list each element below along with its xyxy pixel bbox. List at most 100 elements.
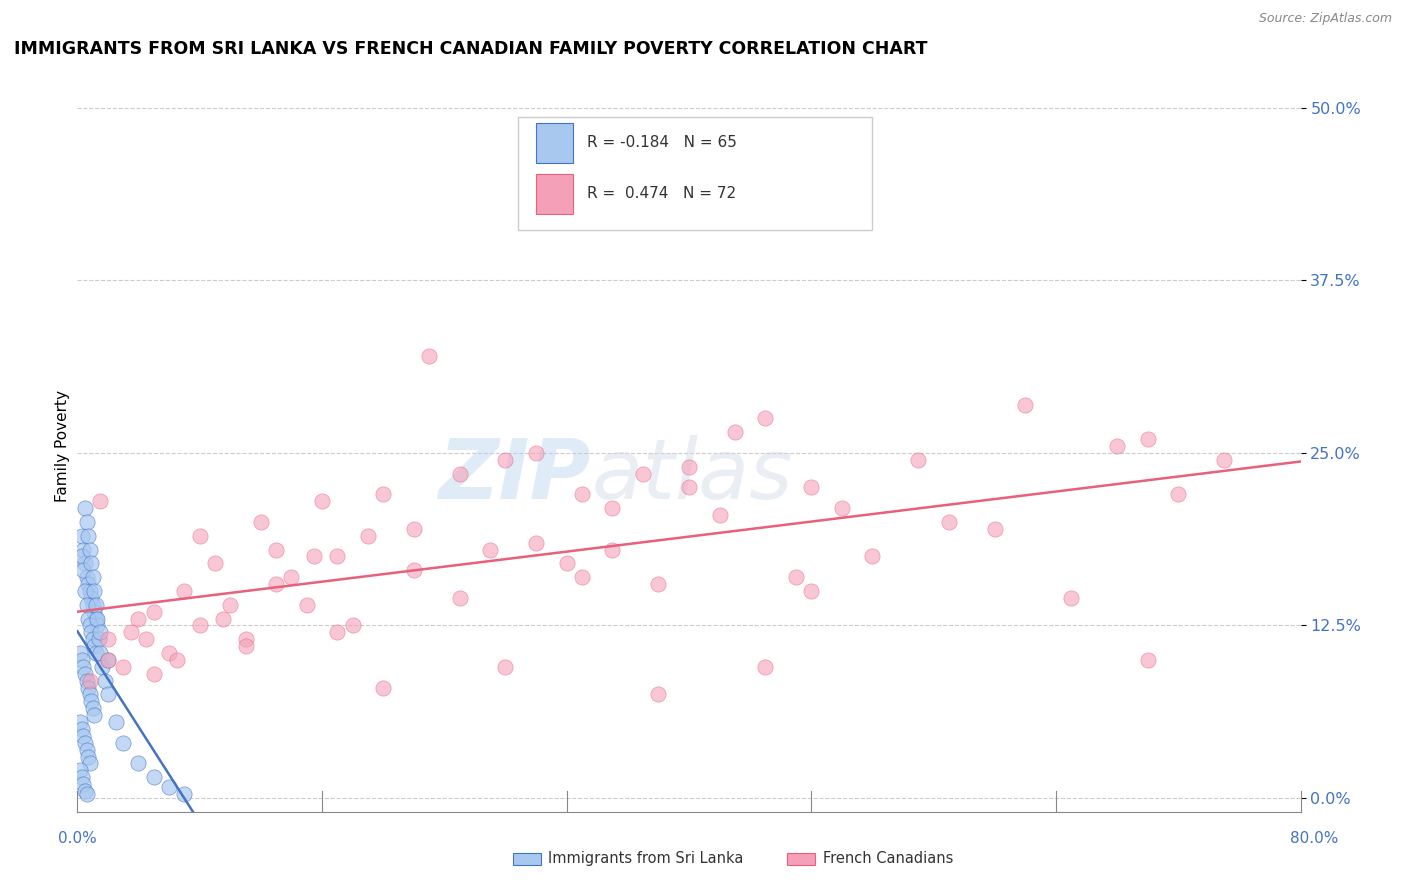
Point [357, 529, 380, 543]
Point [90, 660, 112, 674]
Point [83, 708, 105, 723]
Point [80, 591, 103, 605]
Point [495, 452, 517, 467]
Point [984, 522, 1007, 536]
Point [1167, 487, 1189, 501]
Point [80, 625, 103, 640]
Point [250, 515, 273, 529]
Text: IMMIGRANTS FROM SRI LANKA VS FRENCH CANADIAN FAMILY POVERTY CORRELATION CHART: IMMIGRANTS FROM SRI LANKA VS FRENCH CANA… [14, 40, 928, 58]
Point [72, 563, 94, 577]
Point [204, 557, 226, 571]
FancyBboxPatch shape [536, 123, 572, 163]
Point [371, 681, 394, 695]
Point [264, 542, 287, 557]
Point [631, 467, 654, 481]
Point [173, 583, 195, 598]
Point [800, 480, 823, 494]
Point [79, 542, 101, 557]
Point [524, 446, 547, 460]
Point [72, 542, 94, 557]
Point [142, 770, 165, 784]
Point [678, 480, 700, 494]
Point [157, 646, 180, 660]
Point [142, 666, 165, 681]
Point [709, 508, 731, 522]
Point [678, 459, 700, 474]
Point [73, 736, 96, 750]
Point [342, 618, 364, 632]
Point [79, 687, 101, 701]
Point [280, 570, 302, 584]
Point [800, 583, 823, 598]
Point [571, 487, 593, 501]
Point [79, 756, 101, 771]
Point [112, 736, 135, 750]
Point [89, 494, 111, 508]
Point [70, 529, 93, 543]
Point [89, 646, 111, 660]
Point [73, 501, 96, 516]
Point [1136, 432, 1159, 446]
Point [402, 563, 425, 577]
Point [647, 577, 669, 591]
Point [69, 764, 91, 778]
Point [73, 666, 96, 681]
Point [73, 557, 96, 571]
Point [80, 694, 103, 708]
Text: R =  0.474   N = 72: R = 0.474 N = 72 [588, 186, 737, 202]
Point [77, 681, 100, 695]
Point [142, 605, 165, 619]
Point [76, 598, 98, 612]
Point [70, 722, 93, 736]
Point [120, 625, 142, 640]
Text: Immigrants from Sri Lanka: Immigrants from Sri Lanka [548, 852, 744, 866]
Point [495, 660, 517, 674]
Point [86, 618, 108, 632]
Point [79, 583, 101, 598]
Text: 0.0%: 0.0% [58, 831, 97, 846]
Point [77, 611, 100, 625]
Point [402, 522, 425, 536]
Point [311, 494, 333, 508]
Point [104, 714, 127, 729]
Point [79, 618, 101, 632]
Point [188, 618, 211, 632]
Point [97, 632, 120, 647]
Point [72, 777, 94, 791]
Point [82, 701, 104, 715]
Point [555, 557, 578, 571]
Point [724, 425, 747, 440]
Point [80, 557, 103, 571]
Point [84, 646, 107, 660]
Point [647, 687, 669, 701]
Point [82, 598, 104, 612]
Point [1213, 452, 1236, 467]
Text: French Canadians: French Canadians [823, 852, 953, 866]
Point [304, 549, 326, 564]
Point [83, 583, 105, 598]
Point [188, 529, 211, 543]
Point [73, 583, 96, 598]
Point [84, 611, 107, 625]
Point [479, 542, 502, 557]
Point [82, 632, 104, 647]
Point [211, 611, 233, 625]
Text: R = -0.184   N = 65: R = -0.184 N = 65 [588, 136, 737, 151]
Point [82, 570, 104, 584]
Point [89, 625, 111, 640]
Point [83, 605, 105, 619]
Point [70, 549, 93, 564]
Point [76, 570, 98, 584]
Point [449, 591, 471, 605]
Point [69, 646, 91, 660]
Point [127, 756, 149, 771]
Point [371, 487, 394, 501]
Point [87, 632, 110, 647]
Point [938, 515, 960, 529]
Point [1107, 439, 1129, 453]
Point [295, 598, 318, 612]
Point [77, 529, 100, 543]
Point [907, 452, 929, 467]
Point [862, 549, 884, 564]
Point [76, 515, 98, 529]
